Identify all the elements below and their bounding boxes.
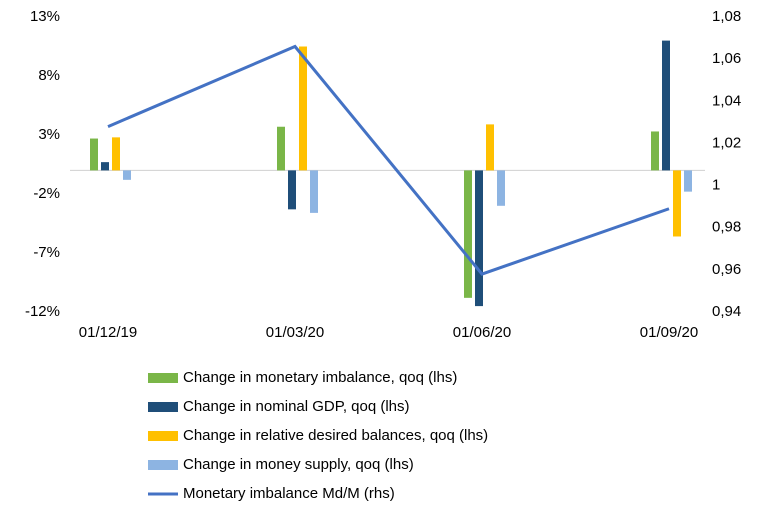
y-tick-label: 13% <box>30 8 60 25</box>
y-tick-label: 8% <box>38 67 60 84</box>
bar <box>475 170 483 307</box>
bar <box>277 126 285 171</box>
bar <box>310 170 318 213</box>
y-tick-label: -7% <box>33 244 60 261</box>
bar <box>662 40 670 171</box>
bar <box>288 170 296 210</box>
bar <box>684 170 692 192</box>
x-tick-label: 01/09/20 <box>640 324 698 341</box>
bar <box>464 170 472 298</box>
y2-tick-label: 1,04 <box>712 92 741 109</box>
bar <box>299 46 307 171</box>
x-tick-label: 01/03/20 <box>266 324 324 341</box>
x-tick-label: 01/12/19 <box>79 324 137 341</box>
y2-tick-label: 0,96 <box>712 261 741 278</box>
y2-tick-label: 1,06 <box>712 50 741 67</box>
y2-tick-label: 1,08 <box>712 8 741 25</box>
legend-label: Change in money supply, qoq (lhs) <box>183 456 414 473</box>
y2-tick-label: 1,02 <box>712 134 741 151</box>
legend-swatch <box>148 373 178 383</box>
bar <box>90 138 98 171</box>
x-tick-label: 01/06/20 <box>453 324 511 341</box>
legend-swatch <box>148 460 178 470</box>
legend-swatch <box>148 431 178 441</box>
bar <box>123 170 131 180</box>
bar <box>486 124 494 171</box>
legend-label: Change in nominal GDP, qoq (lhs) <box>183 398 410 415</box>
bar <box>651 131 659 171</box>
y-tick-label: -2% <box>33 185 60 202</box>
legend-swatch <box>148 402 178 412</box>
y2-tick-label: 0,94 <box>712 303 741 320</box>
legend-label: Change in monetary imbalance, qoq (lhs) <box>183 369 457 386</box>
bar <box>112 137 120 171</box>
y-tick-label: 3% <box>38 126 60 143</box>
legend-label: Monetary imbalance Md/M (rhs) <box>183 485 395 502</box>
bar <box>497 170 505 206</box>
y2-tick-label: 0,98 <box>712 219 741 236</box>
legend-label: Change in relative desired balances, qoq… <box>183 427 488 444</box>
bar <box>673 170 681 237</box>
line <box>107 44 670 276</box>
y2-tick-label: 1 <box>712 177 720 194</box>
y-tick-label: -12% <box>25 303 60 320</box>
bar <box>101 162 109 171</box>
